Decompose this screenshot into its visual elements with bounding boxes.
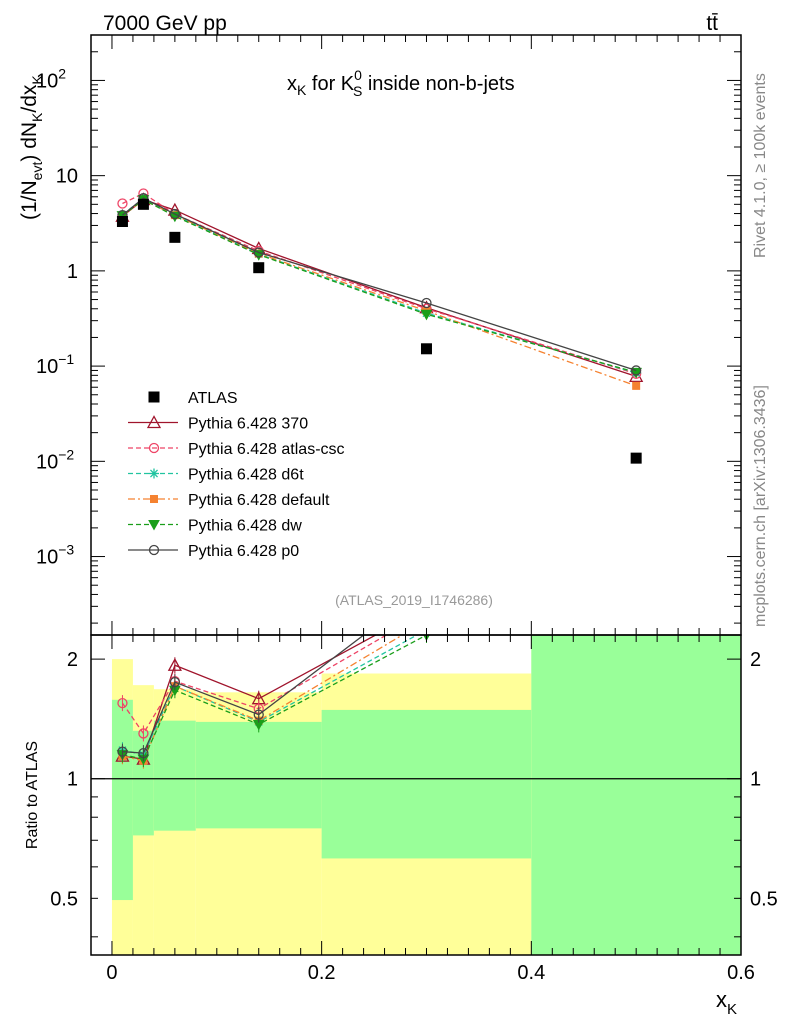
ratio-ytick-label-left-1: 1 [67,769,78,791]
ratio-ytick-label-right-0: 0.5 [750,888,778,910]
ratio-ytick-label-right-1: 1 [750,769,761,791]
xtick-label-1: 0.2 [308,962,336,984]
main-ytick-label-3: 10−1 [36,351,74,378]
main-ytick-label-4: 10−2 [36,446,74,473]
ratio-ytick-label-left-2: 2 [67,649,78,671]
rivet-label: Rivet 4.1.0, ≥ 100k events [752,73,769,258]
legend-marker-4 [148,520,160,531]
main-series-line-1 [122,192,637,375]
ratio-ylabel: Ratio to ATLAS [24,741,41,849]
legend-marker-2-stroke [150,469,158,478]
axes: 102 10 1 10−1 10−2 10−3 0.5 0.5 1 1 2 2 0 0.2 0.4 0.6 [36,34,778,984]
data-point-5 [630,452,642,464]
process-label: tt̄ [706,12,718,35]
legend-marker-0 [146,415,162,429]
main-point-5-5 [631,365,642,376]
source-label: mcplots.cern.ch [arXiv:1306.3436] [752,385,769,627]
legend: ATLAS Pythia 6.428 370 Pythia 6.428 atlas-… [128,390,345,560]
main-ytick-label-0: 102 [36,65,66,92]
green-band-1 [132,730,154,836]
legend-marker-1 [148,442,160,454]
data-point-0 [116,216,128,228]
ratio-bands [111,635,741,955]
green-band-0 [111,699,133,901]
data-point-4 [420,343,432,355]
green-band-3 [195,721,322,829]
legend-item-5: Pythia 6.428 p0 [128,543,299,560]
ratio-point-5-3 [253,709,264,720]
ratio-point-1-1 [138,728,149,739]
legend-item-0: Pythia 6.428 370 [128,415,308,433]
ratio-frame [90,634,742,956]
ratio-ytick-label-left-0: 0.5 [50,888,78,910]
legend-label-3: Pythia 6.428 default [188,492,330,509]
main-ytick-label-2: 1 [67,261,78,283]
legend-marker-data [148,391,160,403]
legend-marker-5 [148,544,160,556]
main-point-3-5 [632,381,641,390]
ratio-point-5-0 [117,746,128,757]
main-point-4-2 [169,211,181,223]
legend-item-1: Pythia 6.428 atlas-csc [128,441,345,458]
legend-label-1: Pythia 6.428 atlas-csc [188,441,345,458]
x-axis-label: xK [716,987,737,1018]
main-point-4-5 [630,367,643,379]
main-point-1-0 [117,198,128,209]
legend-label-data: ATLAS [188,390,238,407]
legend-item-3: Pythia 6.428 default [128,492,330,509]
ratio-point-1-0 [117,697,128,709]
ratio-series-line-5 [122,635,365,754]
legend-marker-2 [149,468,159,479]
ratio-point-5-2 [169,677,181,688]
legend-label-5: Pythia 6.428 p0 [188,543,299,560]
data-point-2 [169,231,181,243]
main-series-line-5 [122,197,637,372]
data-point-1 [137,198,149,210]
legend-label-2: Pythia 6.428 d6t [188,467,304,484]
ratio-plot [91,635,741,780]
analysis-id: (ATLAS_2019_I1746286) [335,592,493,608]
main-plot [115,188,644,464]
legend-label-4: Pythia 6.428 dw [188,518,302,535]
green-band-4 [321,709,532,859]
main-point-5-2 [169,208,181,220]
main-point-5-3 [253,247,264,258]
xtick-label-0: 0 [106,962,117,984]
green-band-5 [531,635,741,955]
legend-item-data: ATLAS [148,390,238,407]
ratio-point-5-1 [138,747,149,759]
xtick-label-2: 0.4 [517,962,545,984]
ratio-point-0-2 [167,657,182,671]
main-point-5-4 [421,297,432,309]
ratio-ytick-label-right-2: 2 [750,649,761,671]
legend-item-2: Pythia 6.428 d6t [128,467,304,484]
main-point-4-4 [420,309,433,321]
main-ylabel: (1/Nevt) dNK/dxK [18,75,45,220]
ratio-series-line-2 [122,635,419,756]
energy-label: 7000 GeV pp [103,12,227,35]
green-band-2 [153,720,196,831]
main-ytick-label-5: 10−3 [36,542,74,569]
data-point-3 [253,262,265,274]
xtick-label-3: 0.6 [727,962,755,984]
main-series-line-3 [122,199,637,387]
main-title: xK for K0 S inside non-b-jets [287,67,515,99]
legend-label-0: Pythia 6.428 370 [188,416,308,433]
main-series-line-4 [122,198,637,373]
legend-item-4: Pythia 6.428 dw [128,518,302,535]
main-ytick-label-1: 10 [56,166,78,188]
legend-marker-3 [150,495,158,503]
